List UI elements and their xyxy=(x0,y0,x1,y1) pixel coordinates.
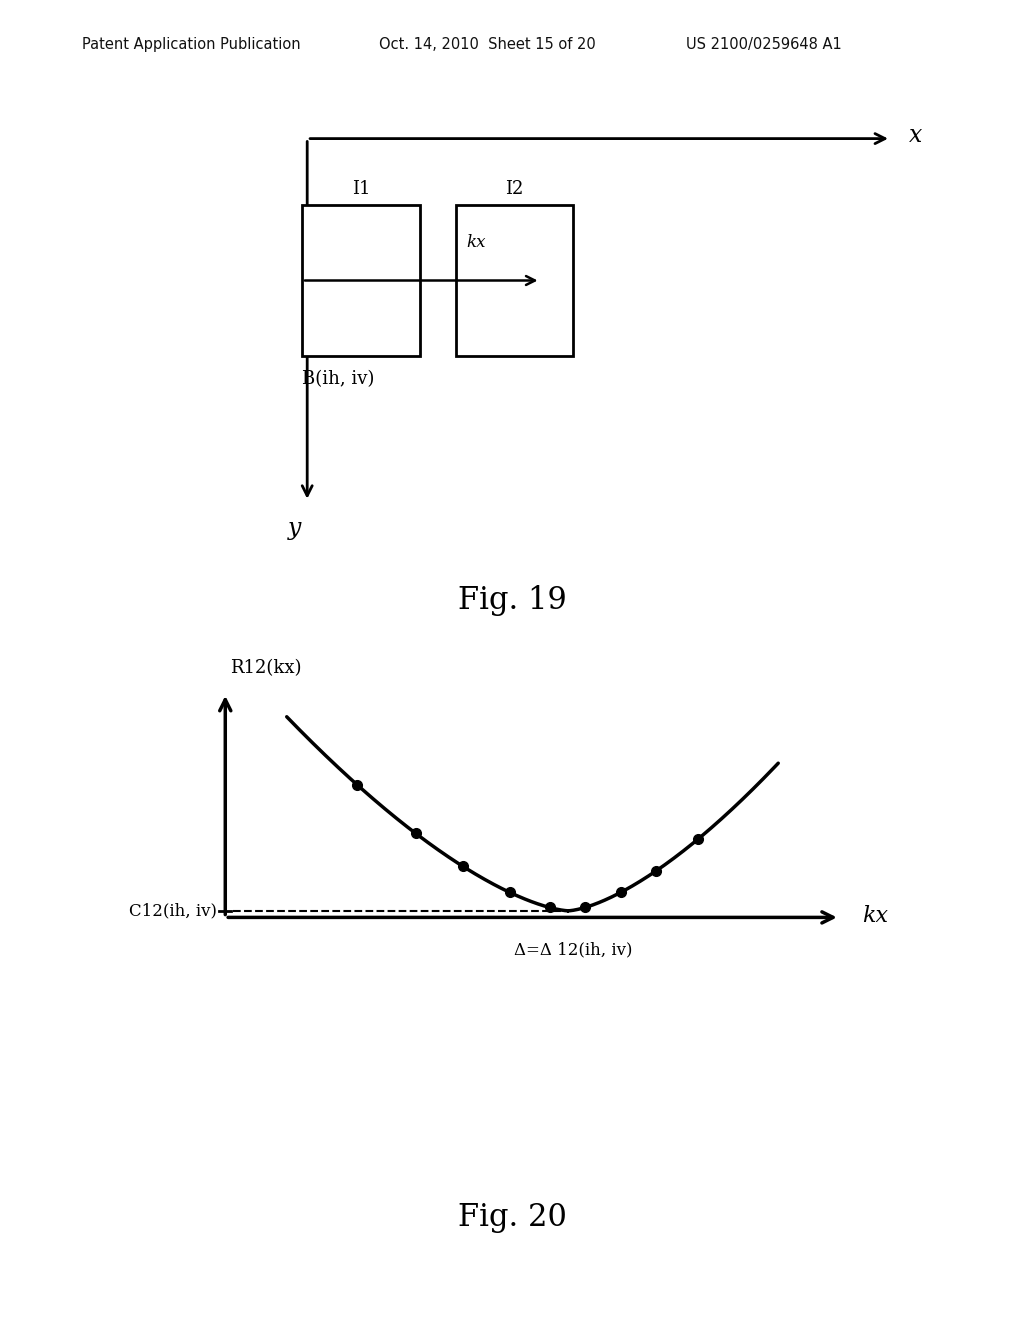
Text: C12(ih, iv): C12(ih, iv) xyxy=(129,903,217,919)
Text: I1: I1 xyxy=(351,180,371,198)
Text: I2: I2 xyxy=(506,180,523,198)
Text: Patent Application Publication: Patent Application Publication xyxy=(82,37,301,51)
Text: Fig. 19: Fig. 19 xyxy=(458,585,566,616)
Text: y: y xyxy=(288,517,302,540)
Bar xyxy=(456,205,573,356)
Text: Fig. 20: Fig. 20 xyxy=(458,1201,566,1233)
Text: Δ=Δ 12(ih, iv): Δ=Δ 12(ih, iv) xyxy=(514,941,633,958)
Bar xyxy=(302,205,420,356)
Text: x: x xyxy=(909,124,923,148)
Text: US 2100/0259648 A1: US 2100/0259648 A1 xyxy=(686,37,842,51)
Text: R12(kx): R12(kx) xyxy=(230,659,302,677)
Text: B(ih, iv): B(ih, iv) xyxy=(302,370,375,388)
Text: Oct. 14, 2010  Sheet 15 of 20: Oct. 14, 2010 Sheet 15 of 20 xyxy=(379,37,596,51)
Text: kx: kx xyxy=(862,906,888,927)
Text: kx: kx xyxy=(466,234,485,251)
